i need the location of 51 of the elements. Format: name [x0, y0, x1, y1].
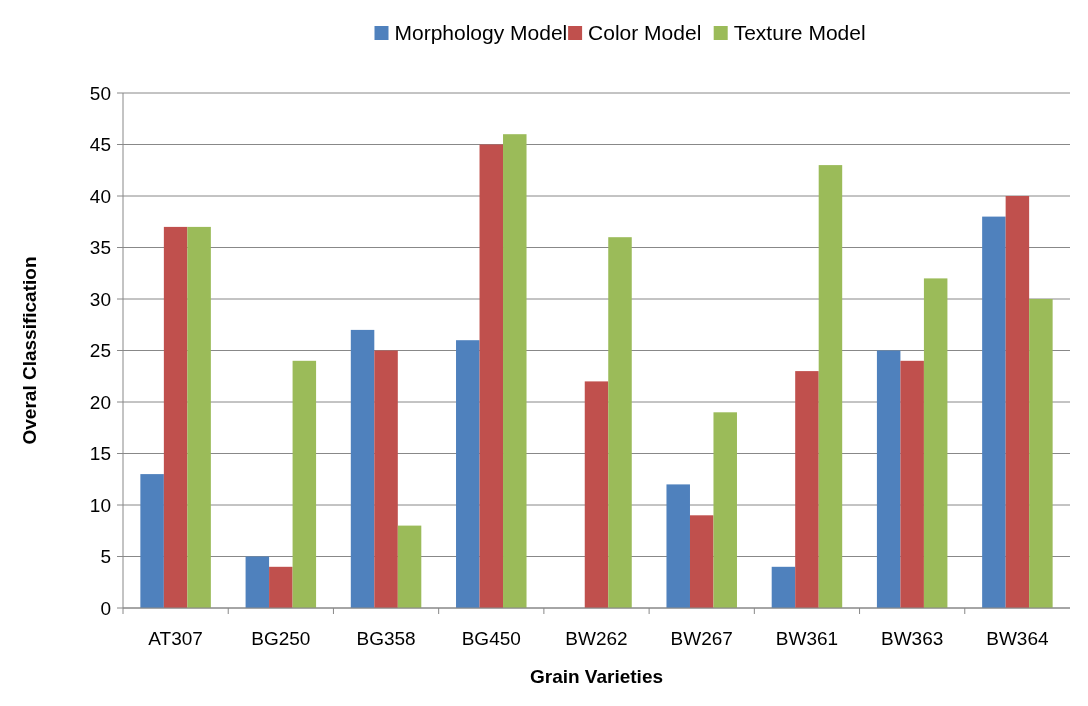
- x-tick-label: BG358: [356, 627, 416, 649]
- x-tick-label: BW267: [670, 627, 733, 649]
- bar: [771, 566, 796, 608]
- y-tick-label: 40: [89, 185, 111, 207]
- bar: [503, 134, 527, 608]
- y-tick-label: 35: [89, 237, 111, 259]
- y-tick-label: 20: [89, 391, 111, 413]
- bar: [1029, 299, 1053, 608]
- bar: [900, 360, 924, 608]
- bar: [666, 484, 690, 608]
- bar: [584, 381, 609, 608]
- y-tick-label: 5: [100, 546, 111, 568]
- bar: [795, 371, 819, 608]
- y-tick-label: 10: [89, 494, 111, 516]
- y-tick-label: 30: [89, 288, 111, 310]
- bar: [923, 278, 948, 608]
- bar: [140, 474, 164, 608]
- bar: [876, 350, 901, 608]
- bar: [245, 556, 270, 608]
- x-tick-label: BW363: [881, 627, 944, 649]
- bar: [479, 144, 504, 608]
- y-tick-label: 15: [89, 443, 111, 465]
- y-tick-label: 0: [100, 597, 111, 619]
- bar: [374, 350, 398, 608]
- legend-label: Morphology Model: [394, 21, 568, 45]
- y-tick-label: 45: [89, 134, 111, 156]
- bar: [187, 226, 211, 608]
- x-tick-label: BW364: [986, 627, 1049, 649]
- y-tick-label: 25: [89, 340, 111, 362]
- bar: [608, 237, 632, 608]
- legend-label: Texture Model: [733, 21, 866, 45]
- y-tick-label: 50: [89, 82, 111, 104]
- bar: [713, 412, 737, 608]
- x-tick-label: AT307: [148, 627, 203, 649]
- bar: [818, 165, 843, 608]
- bar: [350, 329, 375, 608]
- bar: [1005, 196, 1030, 608]
- bar: [292, 360, 317, 608]
- bar: [269, 566, 293, 608]
- bar: [163, 226, 188, 608]
- x-axis-title: Grain Varieties: [529, 666, 664, 687]
- bar: [982, 216, 1006, 608]
- x-tick-label: BW361: [775, 627, 839, 649]
- bar: [397, 525, 422, 608]
- x-tick-label: BW262: [565, 627, 628, 649]
- x-tick-label: BG250: [251, 627, 311, 649]
- y-axis-title: Overal Classification: [19, 256, 40, 445]
- bar: [689, 515, 714, 608]
- x-tick-label: BG450: [461, 627, 521, 649]
- legend-label: Color Model: [588, 21, 702, 45]
- bar: [456, 340, 480, 608]
